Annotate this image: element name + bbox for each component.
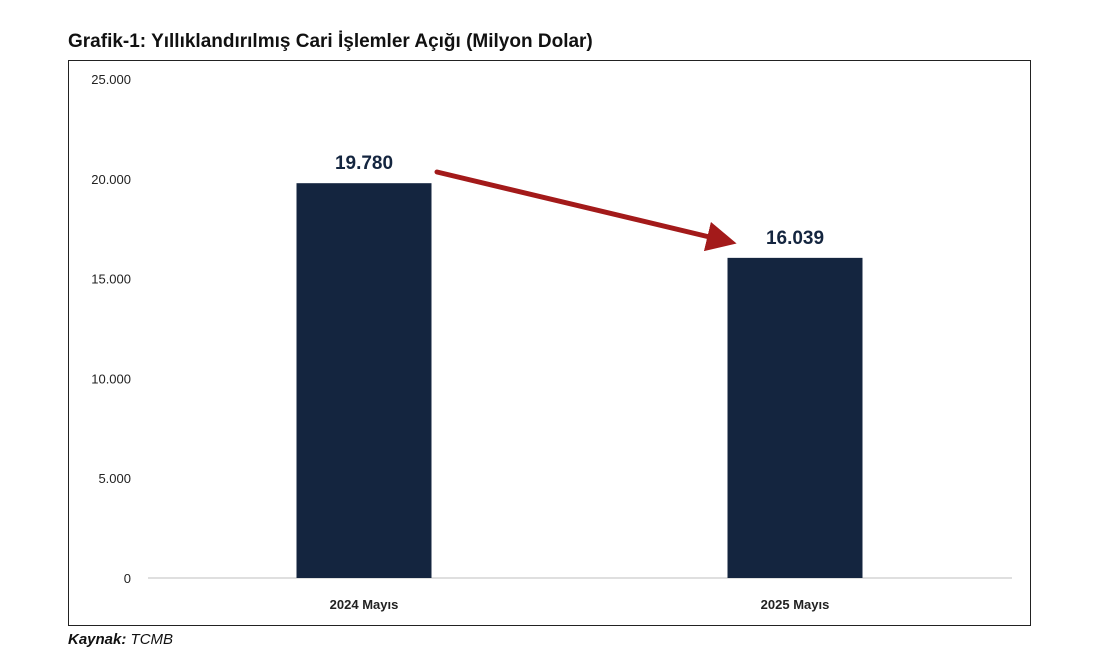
y-tick-label: 5.000 [98,471,131,486]
source-label: Kaynak: [68,631,127,648]
y-tick-label: 20.000 [91,172,131,187]
x-category-label: 2025 Mayıs [761,597,830,612]
y-tick-label: 10.000 [91,371,131,386]
bar-value-label: 16.039 [766,228,824,249]
y-tick-label: 0 [124,571,131,586]
source-value: TCMB [130,631,174,648]
bar-value-label: 19.780 [335,153,393,174]
bar [727,257,863,578]
chart-frame [68,60,1031,626]
x-category-label: 2024 Mayıs [330,597,399,612]
y-tick-label: 15.000 [91,272,131,287]
y-tick-label: 25.000 [91,72,131,87]
source-note: Kaynak: TCMB [68,631,173,648]
bar [296,183,432,578]
trend-arrow [434,169,737,252]
chart-title: Grafik-1: Yıllıklandırılmış Cari İşlemle… [68,31,593,52]
